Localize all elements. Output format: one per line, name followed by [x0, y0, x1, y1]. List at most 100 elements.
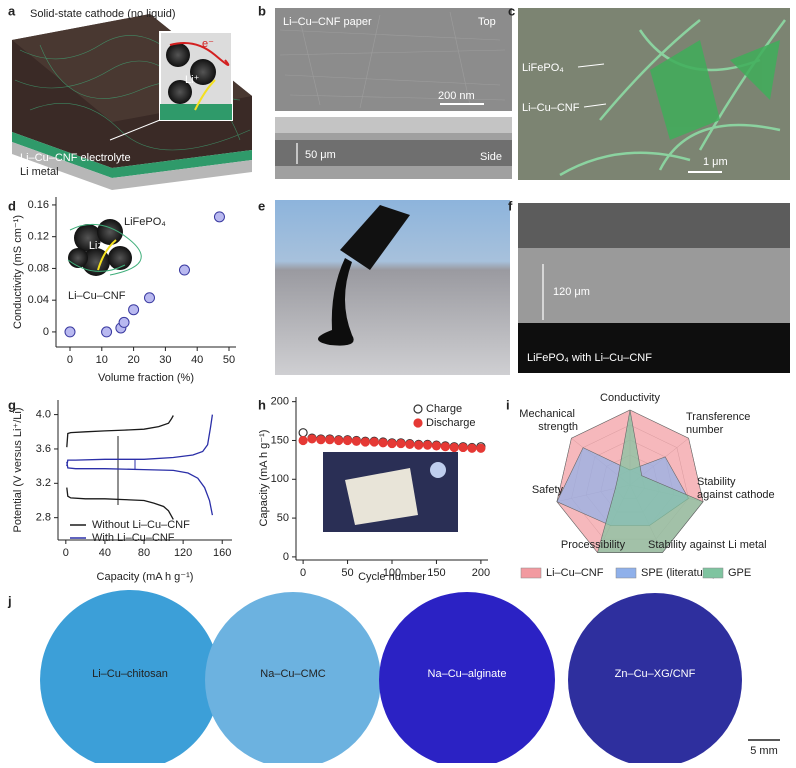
x-tick-label: 50 [341, 567, 353, 579]
annotation: Li–Cu–CNF electrolyte [20, 152, 131, 164]
legend-label: With Li–Cu–CNF [92, 532, 175, 544]
inset-ion-path [97, 239, 117, 271]
annotation: Li–Cu–CNF paper [283, 16, 372, 28]
x-tick-label: 20 [127, 354, 139, 366]
film [205, 592, 381, 768]
panel-b: b Li–Cu–CNF paper Top 200 nm 50 μm Side [258, 3, 512, 179]
axis-label-line: Stability [697, 476, 739, 488]
scale-label: 1 μm [703, 156, 728, 168]
y-tick-label: 0 [43, 326, 49, 338]
sample-label: Na–Cu–CMC [260, 668, 325, 680]
data-point [396, 438, 406, 449]
x-tick-label: 40 [99, 547, 111, 559]
data-point [360, 437, 370, 447]
inset-led [430, 462, 446, 478]
film [40, 590, 220, 768]
data-point [334, 435, 344, 446]
x-tick-label: 80 [138, 547, 150, 559]
annotation: Solid-state cathode (no liquid) [30, 8, 176, 20]
data-point [178, 264, 190, 276]
data-point [422, 440, 433, 450]
scale-label: 50 μm [305, 149, 336, 161]
inset-particle [168, 80, 192, 104]
data-point [316, 435, 326, 445]
inset-illustration [67, 219, 142, 276]
legend-label: Charge [426, 403, 462, 415]
axis-label: Conductivity [600, 392, 660, 404]
sem-top [275, 8, 512, 111]
pointer [577, 63, 605, 68]
x-axis-label: Capacity (mA h g⁻¹) [97, 571, 194, 583]
annotation: Side [480, 151, 502, 163]
sem-image [518, 8, 790, 180]
panel-label: f [508, 198, 513, 213]
data-point [298, 428, 308, 438]
data-point [440, 442, 450, 452]
data-line [66, 415, 174, 520]
x-tick-label: 200 [472, 567, 490, 579]
axis-label-line: Transference [686, 411, 753, 423]
data-point [387, 438, 397, 449]
x-tick-label: 160 [213, 547, 231, 559]
panel-label: a [8, 3, 16, 18]
scale-label: 120 μm [553, 286, 590, 298]
data-point [64, 326, 76, 338]
panel-e: e [258, 198, 510, 375]
x-axis-label: Cycle number [358, 571, 426, 583]
scale-label: 5 mm [750, 745, 778, 757]
fiber-sheets [650, 40, 780, 140]
annotation: Top [478, 16, 496, 28]
panel-label: i [506, 397, 510, 412]
data-point [378, 438, 388, 448]
legend-marker [413, 404, 423, 414]
x-axis-label: Volume fraction (%) [98, 372, 194, 384]
panel-label: d [8, 198, 16, 213]
legend-label: SPE (literature) [641, 567, 716, 579]
data-point [213, 211, 225, 223]
axis-label: Transference number [686, 411, 753, 436]
inset-electrolyte [160, 104, 232, 120]
annotation: LiFePO₄ [522, 62, 564, 74]
data-point [118, 316, 130, 328]
panel-label: e [258, 198, 265, 213]
inset-particle [108, 246, 132, 270]
annotation: Li metal [20, 166, 59, 178]
annotation: Li⁺ [89, 240, 104, 252]
annotation: Li–Cu–CNF [68, 290, 126, 302]
axis-label-line: against cathode [697, 489, 775, 501]
panel-c: c LiFePO₄ Li–Cu–CNF 1 μm [508, 3, 790, 180]
data-point [369, 437, 379, 447]
legend-swatch [520, 567, 542, 579]
y-tick-label: 200 [271, 396, 289, 408]
legend-marker [413, 418, 423, 428]
inset-particle [190, 59, 216, 85]
annotation: Li–Cu–CNF [522, 102, 580, 114]
electron-path [169, 42, 230, 66]
data-point [467, 443, 477, 453]
x-tick-label: 0 [63, 547, 69, 559]
x-tick-label: 150 [427, 567, 445, 579]
slurry [317, 258, 354, 346]
sample-label: Zn–Cu–XG/CNF [615, 668, 696, 680]
y-tick-label: 0.08 [28, 262, 49, 274]
panel-j: j Li–Cu–chitosan Na–Cu–CMC Na–Cu–alginat… [7, 590, 780, 768]
data-point [325, 435, 335, 445]
data-point [414, 440, 424, 450]
data-point [128, 304, 140, 316]
y-tick-label: 0.12 [28, 231, 49, 243]
axis-label-line: Mechanical [519, 408, 578, 420]
caption: LiFePO₄ with Li–Cu–CNF [527, 352, 652, 364]
y-axis-label: Potential (V versus Li⁺/Li) [12, 407, 24, 532]
y-tick-label: 3.2 [36, 477, 51, 489]
sem-film [518, 248, 790, 323]
y-tick-label: 0 [283, 551, 289, 563]
inset-particle [68, 248, 88, 268]
annotation: e⁻ [202, 38, 214, 50]
axis-label: Stability against cathode [697, 476, 775, 501]
panel-label: h [258, 397, 266, 412]
sample-label: Na–Cu–alginate [428, 668, 507, 680]
sem-side-surface [275, 117, 512, 133]
x-tick-label: 0 [67, 354, 73, 366]
annotation: LiFePO₄ [124, 216, 166, 228]
